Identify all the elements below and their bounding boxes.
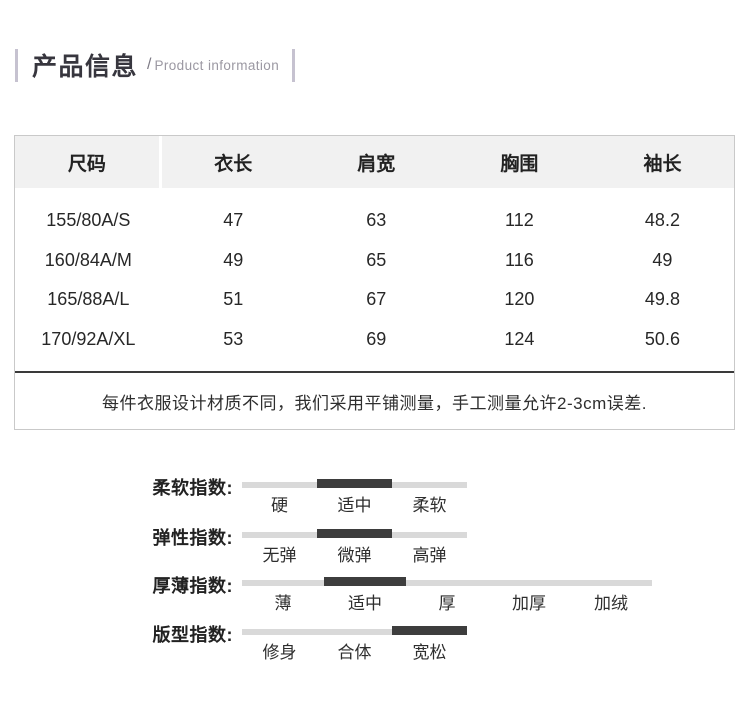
segment-label: 合体 [337,643,372,662]
index-bar [242,577,652,586]
value-cell: 120 [504,289,535,310]
index-row-elasticity: 弹性指数: 无弹 微弹 高弹 [0,520,750,568]
index-bar [242,529,467,538]
value-cell: 67 [366,289,387,310]
segment-labels: 薄 适中 厚 加厚 加绒 [242,594,652,614]
segment-label: 微弹 [337,546,372,565]
segment-labels: 硬 适中 柔软 [242,496,467,516]
bar-segment [242,532,317,538]
segment-label: 柔软 [412,496,447,515]
segment-label: 适中 [337,496,372,515]
segment-labels: 无弹 微弹 高弹 [242,546,467,566]
size-cell: 165/88A/L [47,289,130,310]
size-table: 尺码 衣长 肩宽 胸围 袖长 155/80A/S 47 63 112 48.2 … [14,135,735,430]
value-cell: 50.6 [644,328,680,349]
index-label: 版型指数: [152,625,233,645]
index-bar-group: 硬 适中 柔软 [242,470,467,516]
value-cell: 116 [505,249,534,270]
bar-segment [392,626,467,635]
segment-label: 适中 [348,594,382,613]
title-slash: / [147,56,152,73]
segment-label: 薄 [274,594,292,613]
size-table-header-row: 尺码 衣长 肩宽 胸围 袖长 [15,136,734,188]
index-row-thickness: 厚薄指数: 薄 适中 厚 加厚 加绒 [0,568,750,616]
index-bar [242,626,467,635]
title-accent-bar-right [292,48,296,82]
segment-label: 加厚 [512,594,546,613]
size-cell: 170/92A/XL [41,328,136,349]
bar-segment [317,479,392,488]
index-bar-group: 薄 适中 厚 加厚 加绒 [242,568,652,614]
value-cell: 48.2 [644,210,680,231]
value-cell: 47 [223,210,244,231]
segment-label: 修身 [262,643,297,662]
bar-segment [242,482,317,488]
segment-label: 无弹 [262,546,297,565]
title-accent-bar-left [15,48,18,82]
column-header-length: 衣长 [161,136,305,188]
index-label: 弹性指数: [152,528,233,548]
size-cell: 160/84A/M [44,249,132,270]
segment-label: 加绒 [594,594,628,613]
value-cell: 49.8 [644,289,680,310]
value-cell: 65 [366,249,387,270]
bar-segment [242,629,317,635]
column-header-sleeve: 袖长 [590,136,734,188]
bar-segment [392,532,467,538]
bar-segment [406,580,488,586]
column-header-shoulder: 肩宽 [304,136,448,188]
note-divider [15,371,734,373]
bar-segment [570,580,652,586]
bar-segment [317,529,392,538]
segment-label: 厚 [438,594,456,613]
segment-labels: 修身 合体 宽松 [242,643,467,663]
index-label: 厚薄指数: [152,576,233,596]
table-row: 165/88A/L 51 67 120 49.8 [15,280,734,320]
value-cell: 53 [223,328,244,349]
section-header: 产品信息 / Product information [15,47,296,83]
value-cell: 69 [366,328,387,349]
segment-label: 宽松 [412,643,447,662]
bar-segment [392,482,467,488]
measurement-note: 每件衣服设计材质不同，我们采用平铺测量，手工测量允许2-3cm误差. [102,393,647,413]
size-table-body: 155/80A/S 47 63 112 48.2 160/84A/M 49 65… [15,188,734,371]
column-header-size: 尺码 [15,136,162,188]
page-title: 产品信息 [32,53,139,81]
value-cell: 49 [223,249,244,270]
column-header-bust: 胸围 [447,136,591,188]
table-row: 160/84A/M 49 65 116 49 [15,241,734,281]
bar-segment [317,629,392,635]
value-cell: 124 [504,328,535,349]
index-label: 柔软指数: [152,478,233,498]
value-cell: 112 [505,210,534,231]
table-row: 170/92A/XL 53 69 124 50.6 [15,320,734,360]
index-row-softness: 柔软指数: 硬 适中 柔软 [0,470,750,518]
page-subtitle: Product information [154,57,280,73]
value-cell: 63 [366,210,387,231]
table-row: 155/80A/S 47 63 112 48.2 [15,201,734,241]
bar-segment [324,577,406,586]
index-bar-group: 无弹 微弹 高弹 [242,520,467,566]
size-cell: 155/80A/S [46,210,131,231]
segment-label: 高弹 [412,546,447,565]
index-bar [242,479,467,488]
value-cell: 51 [223,289,244,310]
bar-segment [242,580,324,586]
bar-segment [488,580,570,586]
index-row-fit: 版型指数: 修身 合体 宽松 [0,617,750,665]
index-bar-group: 修身 合体 宽松 [242,617,467,663]
value-cell: 49 [652,249,673,270]
segment-label: 硬 [271,496,288,515]
